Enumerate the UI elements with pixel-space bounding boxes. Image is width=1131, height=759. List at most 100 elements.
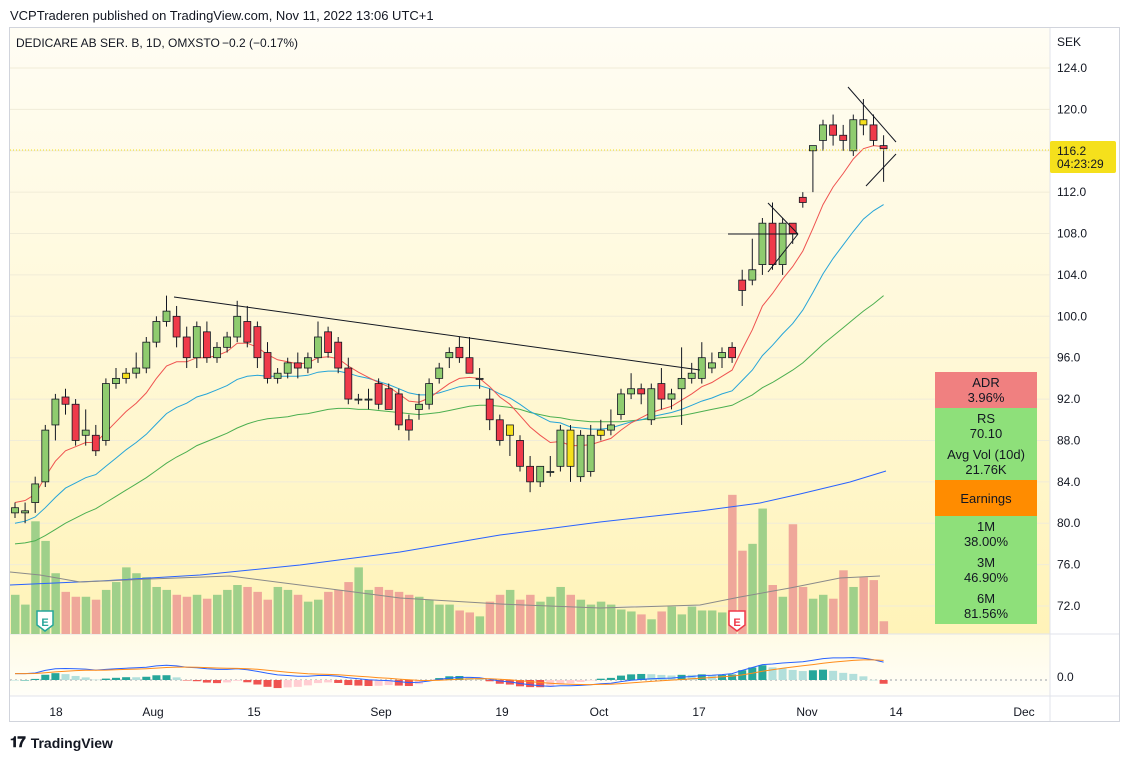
volume-bar	[758, 508, 767, 634]
macd-histogram-bar	[798, 671, 807, 680]
macd-histogram-bar	[344, 680, 353, 686]
macd-histogram-bar	[495, 680, 504, 684]
volume-bar	[324, 591, 333, 634]
pennant-upper-1	[767, 202, 799, 235]
macd-histogram-bar	[627, 674, 636, 680]
candle	[61, 388, 70, 415]
volume-bar	[31, 521, 40, 634]
volume-bar	[152, 586, 161, 634]
volume-bar	[273, 586, 283, 634]
candle	[728, 342, 736, 363]
volume-bar	[505, 589, 515, 634]
time-tick-label: Dec	[1013, 705, 1034, 719]
macd-histogram-bar	[233, 680, 242, 681]
macd-histogram-bar	[586, 680, 595, 681]
earnings-marker-1[interactable]: E	[36, 610, 54, 632]
volume-bar	[627, 611, 636, 634]
macd-line	[15, 657, 884, 687]
candle	[132, 352, 141, 379]
symbol-title: DEDICARE AB SER. B, 1D, OMXSTO	[16, 36, 220, 50]
candle	[283, 357, 292, 379]
candle	[708, 352, 716, 374]
candle	[142, 337, 151, 374]
volume-ma-line	[9, 571, 881, 609]
candle	[485, 388, 494, 431]
earnings-marker-2[interactable]: E	[728, 610, 746, 632]
candle	[81, 409, 90, 446]
pennant-lower-2	[865, 153, 897, 187]
candle	[586, 424, 595, 477]
candle	[849, 114, 858, 156]
volume-bar	[51, 573, 60, 634]
candle	[243, 305, 252, 348]
macd-histogram-bar	[839, 672, 848, 680]
macd-histogram-bar	[556, 680, 565, 685]
earnings-marker-icon: E	[733, 617, 740, 629]
volume-bar	[485, 601, 495, 634]
pennant-upper-2	[847, 86, 897, 143]
macd-histogram-bar	[213, 680, 221, 684]
candle	[809, 145, 817, 193]
earnings-cell	[935, 480, 1037, 516]
candle	[869, 114, 878, 146]
candle	[607, 409, 615, 436]
earnings-label: Earnings	[960, 491, 1012, 506]
candle	[536, 465, 545, 488]
perf-6m-value: 81.56%	[964, 606, 1009, 621]
macd-histogram-bar	[617, 675, 625, 680]
moving-average-lines	[9, 145, 887, 609]
volume-bar	[455, 610, 464, 634]
ema-fast-line	[14, 145, 884, 503]
candle	[465, 337, 474, 374]
candle	[425, 378, 434, 410]
tradingview-logo[interactable]: 𝟏𝟕 TradingView	[10, 734, 113, 751]
candlesticks[interactable]	[11, 99, 888, 524]
candle	[21, 502, 30, 524]
volume-bar	[839, 570, 848, 634]
volume-bar	[354, 567, 363, 634]
macd-histogram-bar	[788, 669, 797, 680]
macd-histogram-bar	[21, 680, 30, 681]
price-axis[interactable]: SEK 124.0120.0116.0112.0108.0104.0100.09…	[1057, 35, 1087, 613]
volume-bar	[132, 573, 141, 634]
volume-bar	[859, 577, 868, 634]
macd-histogram-bar	[71, 675, 80, 680]
earnings-marker-icon: E	[41, 617, 48, 629]
macd-histogram-bar	[849, 673, 858, 680]
volume-bar	[435, 604, 444, 634]
volume-bar	[778, 596, 788, 634]
macd-histogram-bar	[354, 680, 363, 686]
macd-histogram-bar	[101, 678, 110, 680]
macd-histogram-bar	[879, 680, 888, 684]
candle	[374, 378, 383, 410]
candle	[112, 368, 120, 389]
candle	[879, 135, 888, 182]
long-ma-line	[9, 470, 887, 586]
macd-histogram-bar	[647, 674, 656, 680]
candle	[202, 321, 211, 363]
volume-bar	[687, 606, 697, 634]
macd-histogram-bar	[81, 677, 90, 680]
volume-bar	[293, 594, 303, 634]
volume-bar	[869, 580, 878, 634]
perf-3m-value: 46.90%	[964, 570, 1009, 585]
macd-histogram-bar	[566, 680, 575, 684]
currency-label: SEK	[1057, 35, 1081, 49]
volume-bar	[192, 594, 202, 634]
candle	[829, 114, 837, 146]
macd-histogram-bar	[41, 674, 50, 680]
candle	[445, 347, 454, 369]
volume-bar	[61, 591, 70, 634]
price-tick-label: 104.0	[1057, 268, 1087, 282]
candle	[152, 316, 161, 348]
time-axis[interactable]: 18 Aug 15 Sep 19 Oct 17 Nov 14 Dec	[49, 705, 1034, 719]
avgvol-label: Avg Vol (10d)	[947, 447, 1025, 462]
price-tick-label: 108.0	[1057, 227, 1087, 241]
macd-histogram-bar	[273, 680, 282, 689]
macd-histogram-bar	[142, 676, 151, 680]
perf-6m-label: 6M	[977, 591, 995, 606]
candle	[455, 337, 464, 363]
macd-histogram-bar	[324, 680, 333, 683]
volume-bar	[768, 585, 777, 634]
